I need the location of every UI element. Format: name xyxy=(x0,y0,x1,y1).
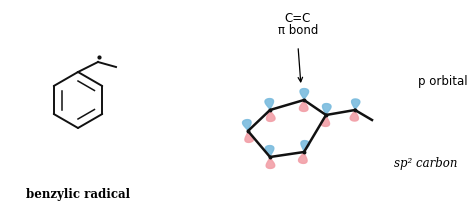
Polygon shape xyxy=(266,157,275,168)
Text: sp² carbon: sp² carbon xyxy=(394,157,458,169)
Polygon shape xyxy=(301,141,310,152)
Text: benzylic radical: benzylic radical xyxy=(26,188,130,201)
Polygon shape xyxy=(322,104,331,115)
Polygon shape xyxy=(321,115,329,126)
Polygon shape xyxy=(266,110,275,121)
Polygon shape xyxy=(243,120,251,131)
Text: π bond: π bond xyxy=(278,24,318,37)
Text: C=C: C=C xyxy=(285,12,311,25)
Polygon shape xyxy=(265,146,274,157)
Polygon shape xyxy=(245,131,254,142)
Polygon shape xyxy=(299,152,307,163)
Polygon shape xyxy=(352,99,360,110)
Polygon shape xyxy=(350,110,358,121)
Polygon shape xyxy=(265,98,273,110)
Text: p orbital: p orbital xyxy=(419,75,468,89)
Polygon shape xyxy=(300,100,308,111)
Polygon shape xyxy=(300,89,309,100)
